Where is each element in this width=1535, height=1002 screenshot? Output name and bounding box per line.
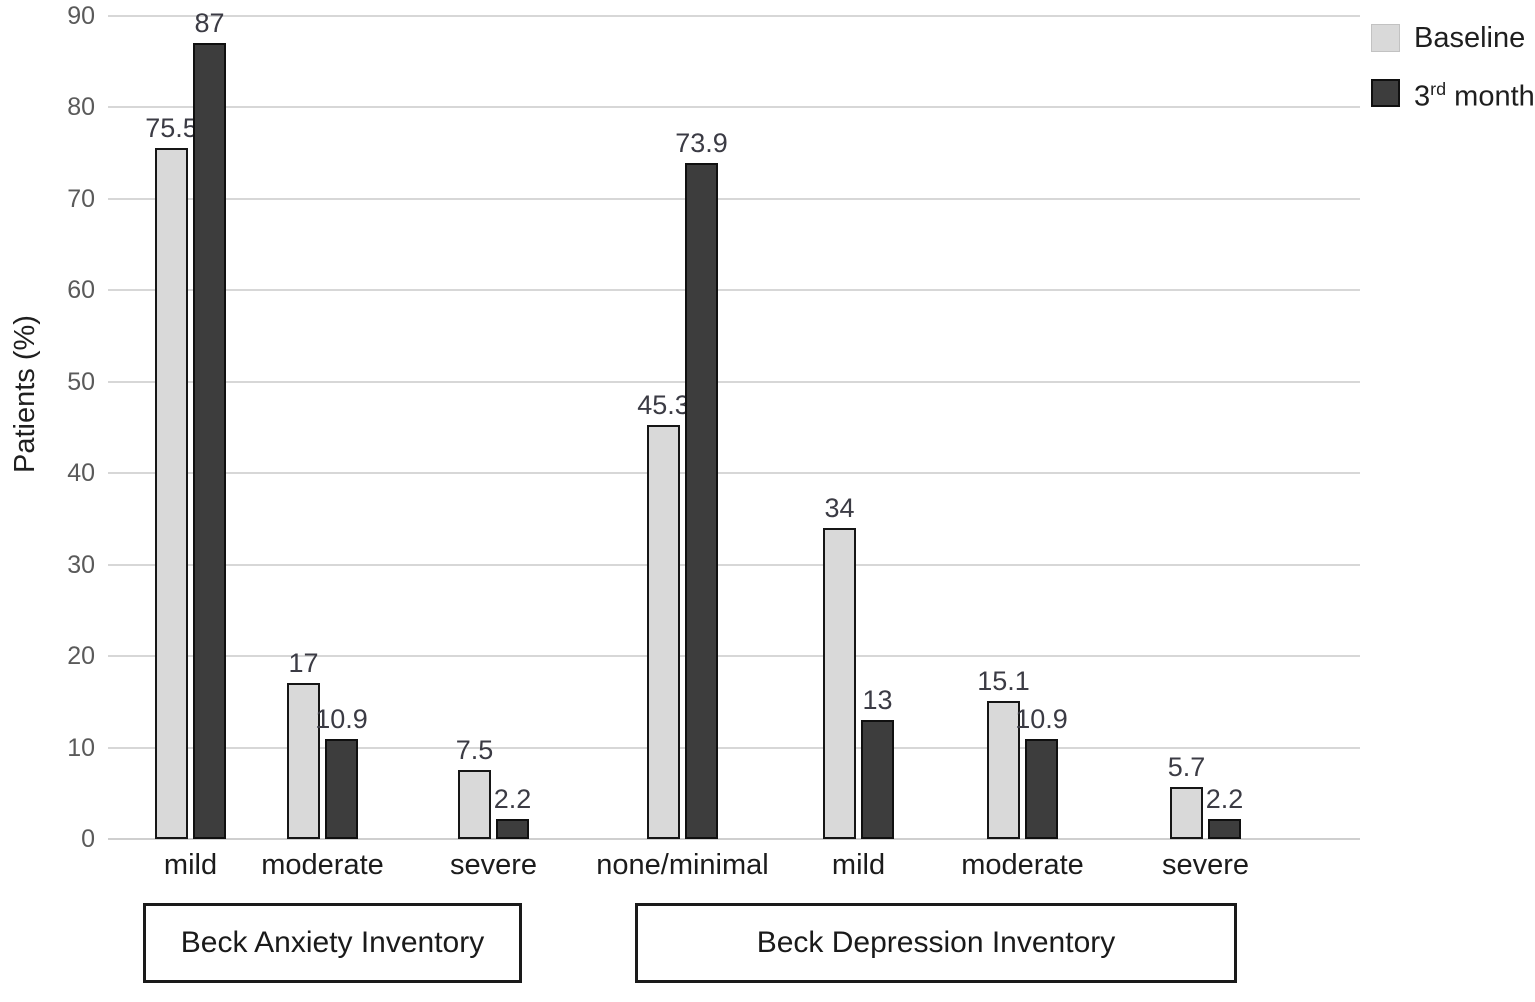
gridline <box>108 563 1360 566</box>
bar-value-label: 10.9 <box>315 704 368 735</box>
bar-3rd-month-moderate-5 <box>1025 739 1058 839</box>
x-category-label-mild-0: mild <box>163 849 218 881</box>
gridline <box>108 655 1360 657</box>
bar-value-label: 13 <box>862 685 893 716</box>
baseline-swatch-icon <box>1371 24 1400 52</box>
bar-value-label: 2.2 <box>493 783 532 814</box>
bar-value-label: 87 <box>194 7 225 38</box>
legend-item-3rd-month: 3rd month <box>1371 73 1535 113</box>
x-category-label-moderate-5: moderate <box>961 849 1084 881</box>
legend-label-3rd-month: 3rd month <box>1414 79 1535 113</box>
legend-label-baseline: Baseline <box>1414 22 1526 54</box>
x-category-label-mild-4: mild <box>831 849 886 881</box>
bar-baseline-moderate-1 <box>287 683 320 839</box>
bar-value-label: 7.5 <box>455 735 494 766</box>
gridline <box>108 106 1360 108</box>
bar-value-label: 17 <box>288 648 319 679</box>
y-tick-label: 60 <box>67 276 95 304</box>
gridline <box>108 472 1360 474</box>
bar-3rd-month-mild-0 <box>193 42 226 839</box>
bar-3rd-month-moderate-1 <box>325 739 358 839</box>
bar-value-label: 2.2 <box>1205 783 1244 814</box>
gridline <box>108 838 1360 840</box>
y-tick-label: 0 <box>81 825 95 853</box>
bar-3rd-month-severe-2 <box>496 818 529 839</box>
gridline <box>108 289 1360 291</box>
gridline <box>108 14 1360 17</box>
bar-baseline-mild-4 <box>823 527 856 839</box>
bar-value-label: 15.1 <box>977 665 1030 696</box>
third-month-swatch-icon <box>1371 78 1400 107</box>
gridline <box>108 197 1360 200</box>
bar-value-label: 75.5 <box>145 113 198 144</box>
x-category-label-severe-6: severe <box>1161 849 1250 881</box>
bar-3rd-month-mild-4 <box>861 720 894 839</box>
bar-baseline-none-minimal-3 <box>647 424 680 839</box>
legend: Baseline 3rd month <box>1371 22 1535 113</box>
bar-3rd-month-none-minimal-3 <box>685 162 718 839</box>
bar-value-label: 73.9 <box>675 127 728 158</box>
gridline <box>108 380 1360 383</box>
legend-item-baseline: Baseline <box>1371 22 1535 54</box>
x-category-label-moderate-1: moderate <box>261 849 384 881</box>
bar-value-label: 5.7 <box>1167 751 1206 782</box>
group-box-beck-depression-inventory: Beck Depression Inventory <box>635 903 1237 983</box>
bar-value-label: 45.3 <box>637 389 690 420</box>
x-category-label-severe-2: severe <box>449 849 538 881</box>
y-tick-label: 80 <box>67 93 95 121</box>
bar-baseline-moderate-5 <box>987 700 1020 839</box>
bar-baseline-mild-0 <box>155 148 188 839</box>
y-tick-label: 40 <box>67 459 95 487</box>
y-tick-label: 20 <box>67 642 95 670</box>
y-tick-label: 90 <box>67 1 95 30</box>
y-tick-label: 10 <box>67 733 95 762</box>
bar-3rd-month-severe-6 <box>1208 818 1241 839</box>
bar-value-label: 10.9 <box>1015 704 1068 735</box>
gridline <box>108 746 1360 749</box>
y-tick-label: 50 <box>67 367 95 396</box>
x-category-label-none-minimal-3: none/minimal <box>596 849 769 881</box>
group-label-beck-anxiety-inventory: Beck Anxiety Inventory <box>180 926 485 959</box>
y-tick-label: 70 <box>67 184 95 213</box>
bar-baseline-severe-2 <box>458 770 491 839</box>
bar-value-label: 34 <box>824 492 855 523</box>
bar-baseline-severe-6 <box>1170 786 1203 839</box>
group-label-beck-depression-inventory: Beck Depression Inventory <box>756 926 1116 959</box>
y-tick-label: 30 <box>67 550 95 579</box>
group-box-beck-anxiety-inventory: Beck Anxiety Inventory <box>143 903 522 983</box>
